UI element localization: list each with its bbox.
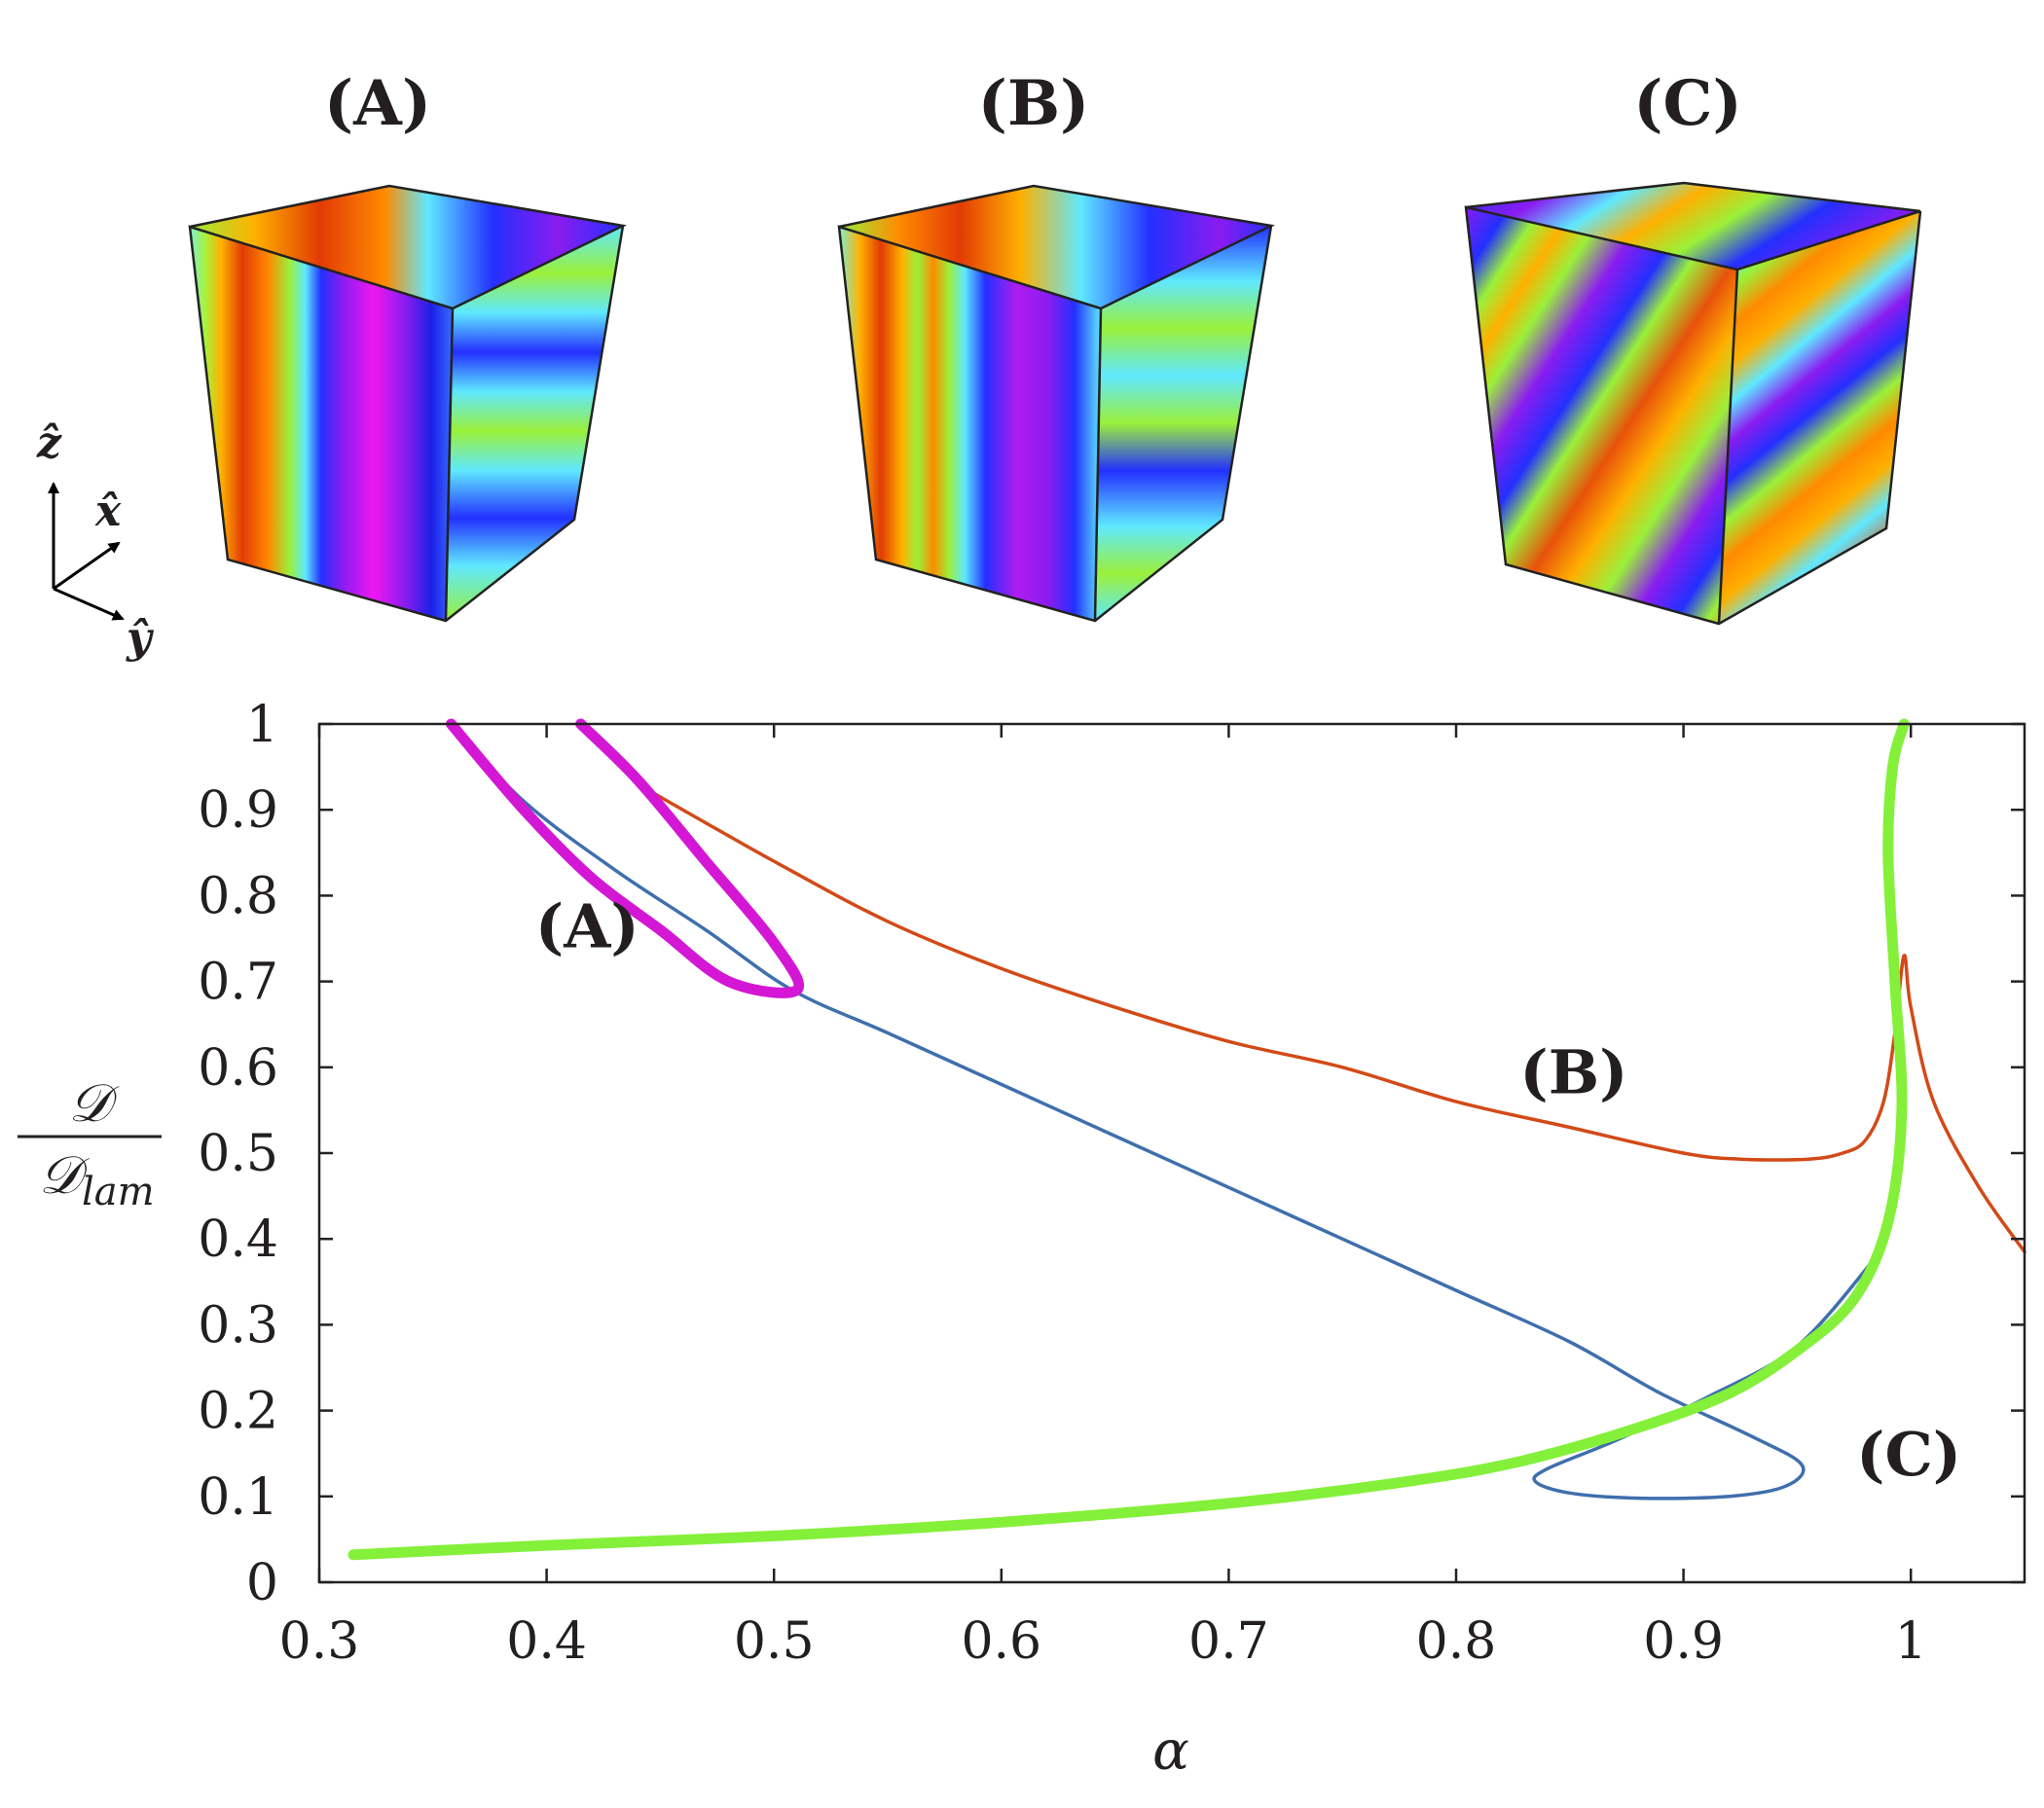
x-tick-label: 0.9 [1643,1612,1724,1671]
z-axis-glyph: ẑ [36,418,62,468]
panel-title-a: (A) [324,67,431,140]
series-curve-1 [449,722,1879,1501]
y-tick-label: 0.9 [198,781,278,840]
x-tick-label: 1 [1895,1612,1927,1671]
panel-title-c: (C) [1633,67,1742,140]
y-tick-label: 0 [246,1554,278,1612]
x-axis-arrow [53,541,121,591]
x-tick-label: 0.5 [734,1612,815,1671]
curves [347,718,2026,1561]
y-tick-label: 0.7 [198,954,278,1012]
cube-a-side [446,226,623,621]
cube-a-front [190,227,453,621]
y-tick-label: 0.1 [198,1468,278,1527]
cube-c [1464,181,1922,626]
y-ticks: 0 0.1 0.2 0.3 0.4 0.5 0.6 0.7 0.8 0.9 1 [198,696,2025,1612]
series-curve-4 [347,718,1910,1561]
series-curve-2 [636,781,2026,1254]
axes-triad: ẑ x̂ ŷ [36,418,155,663]
x-tick-label: 0.6 [961,1612,1041,1671]
cube-c-side [1719,211,1920,624]
y-axis-label: 𝒟 𝒟 lam [18,1072,162,1214]
y-tick-label: 0.4 [198,1211,278,1269]
curve-label-3: (C) [1856,1419,1961,1490]
cube-b [837,184,1276,623]
y-tick-label: 0.3 [198,1296,278,1355]
cube-b-side [1095,226,1271,621]
x-tick-label: 0.7 [1188,1612,1269,1671]
curve-annotations: (A) (B) (C) [535,890,1961,1489]
y-axis-label-subscript: lam [82,1170,155,1214]
y-axis-arrow [53,587,125,621]
cube-c-front [1466,207,1737,624]
y-tick-label: 0.8 [198,867,278,925]
y-tick-label: 0.5 [198,1125,278,1183]
y-tick-label: 0.6 [198,1039,278,1098]
y-axis-label-numerator: 𝒟 [68,1072,119,1134]
y-tick-label: 1 [246,696,278,754]
x-axis-label: α [1152,1719,1189,1783]
curve-label-2: (B) [1519,1036,1627,1107]
x-ticks: 0.3 0.4 0.5 0.6 0.7 0.8 0.9 1 [279,724,1927,1671]
x-tick-label: 0.3 [279,1612,360,1671]
cube-b-front [839,227,1101,621]
y-tick-label: 0.2 [198,1383,278,1441]
panel-title-b: (B) [978,67,1090,140]
curve-label-1: (A) [535,890,639,961]
x-tick-label: 0.8 [1416,1612,1497,1671]
cube-a [188,184,628,623]
plot-frame [317,722,2026,1584]
x-tick-label: 0.4 [506,1612,587,1671]
series-curve-3 [446,718,804,998]
plot: 0.3 0.4 0.5 0.6 0.7 0.8 0.9 1 00.10.20.30.40.50… [198,696,2026,1671]
cube-c-top [1466,183,1920,270]
y-axis-glyph: ŷ [126,613,155,663]
x-axis-glyph: x̂ [94,487,122,536]
